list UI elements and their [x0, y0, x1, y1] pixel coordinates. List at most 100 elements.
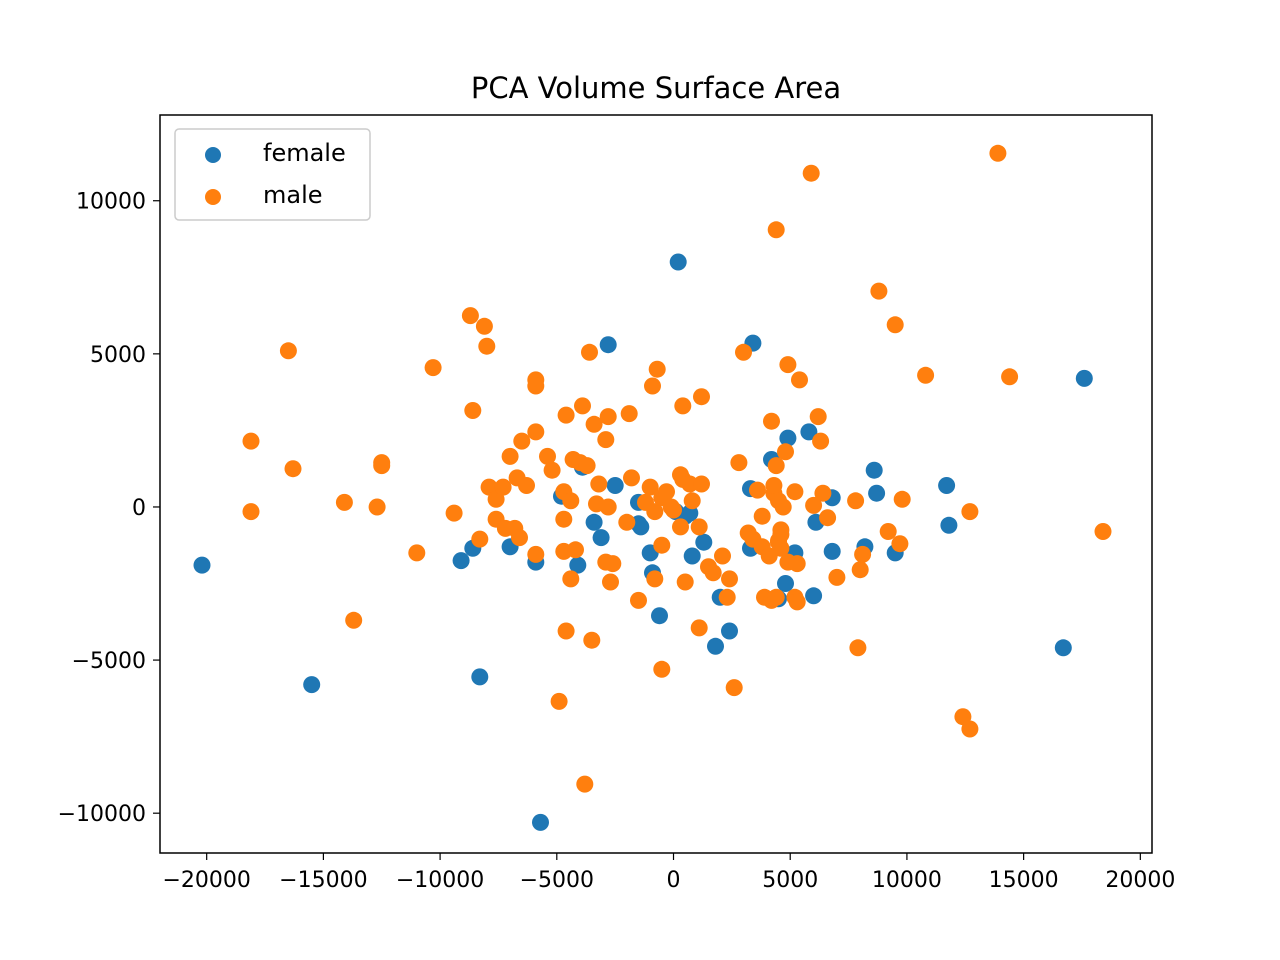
point-male-11: [445, 504, 463, 522]
point-female-29: [721, 622, 738, 640]
point-male-87: [704, 564, 722, 582]
point-female-44: [865, 461, 883, 479]
point-male-124: [805, 496, 823, 514]
point-male-72: [658, 483, 675, 501]
point-male-49: [583, 631, 601, 649]
point-female-49: [1054, 639, 1072, 657]
point-male-26: [513, 432, 531, 450]
point-male-129: [828, 568, 846, 586]
point-male-16: [478, 337, 496, 355]
point-male-37: [555, 510, 573, 528]
point-male-113: [772, 539, 790, 557]
point-male-101: [763, 412, 780, 430]
point-male-53: [597, 431, 615, 449]
point-male-71: [653, 536, 671, 554]
point-male-127: [814, 484, 832, 502]
point-male-106: [767, 588, 785, 606]
point-male-31: [527, 545, 545, 563]
point-female-12: [592, 529, 610, 547]
point-male-60: [620, 405, 638, 423]
point-female-11: [585, 513, 603, 531]
point-female-25: [683, 547, 701, 565]
point-male-144: [1001, 368, 1019, 386]
legend: female male: [174, 128, 371, 221]
point-male-46: [576, 775, 594, 793]
point-female-9: [569, 556, 587, 574]
point-male-112: [772, 526, 790, 543]
point-male-20: [494, 478, 512, 496]
point-female-47: [938, 477, 956, 494]
point-male-52: [590, 475, 608, 493]
point-male-136: [886, 316, 904, 334]
point-male-128: [819, 509, 837, 527]
y-tick-label: 5000: [90, 343, 146, 368]
x-tick-label: 10000: [872, 868, 942, 893]
point-male-39: [557, 622, 575, 640]
y-tick-label: 0: [132, 496, 146, 521]
point-male-25: [511, 529, 528, 547]
point-male-134: [870, 282, 888, 300]
point-male-138: [893, 490, 911, 508]
point-female-42: [823, 542, 841, 560]
point-male-104: [765, 477, 783, 494]
legend-box: [174, 128, 371, 221]
chart-title: PCA Volume Surface Area: [471, 71, 841, 105]
points-layer: [193, 144, 1112, 831]
point-male-69: [653, 660, 671, 678]
point-male-62: [630, 591, 647, 609]
x-tick-label: 5000: [762, 868, 818, 893]
point-male-92: [730, 454, 748, 472]
point-male-82: [690, 619, 708, 637]
plot-frame: [159, 114, 1153, 854]
point-female-45: [868, 484, 886, 502]
point-male-4: [335, 493, 353, 511]
point-female-39: [805, 587, 823, 605]
point-male-8: [373, 457, 391, 475]
point-male-76: [672, 518, 689, 536]
point-male-97: [753, 507, 771, 525]
point-female-7: [532, 813, 549, 831]
point-male-9: [408, 544, 426, 562]
point-female-48: [940, 516, 958, 534]
point-female-35: [777, 575, 794, 592]
point-female-17: [632, 518, 650, 536]
point-female-38: [800, 423, 818, 441]
legend-label-male: male: [263, 181, 323, 209]
point-male-50: [585, 415, 603, 433]
point-male-1: [242, 503, 260, 521]
x-tick-label: 15000: [989, 868, 1059, 893]
point-female-36: [779, 429, 797, 447]
legend-label-female: female: [263, 139, 346, 167]
point-male-13: [464, 402, 482, 419]
point-male-59: [618, 513, 636, 531]
point-male-133: [854, 545, 872, 563]
point-male-88: [714, 547, 731, 565]
point-female-22: [669, 253, 687, 271]
point-male-61: [623, 469, 640, 487]
point-male-28: [527, 423, 545, 441]
point-male-141: [961, 720, 979, 738]
point-male-45: [574, 397, 591, 415]
y-tick-label: 10000: [76, 190, 146, 215]
point-male-123: [802, 164, 820, 182]
point-male-74: [665, 501, 682, 519]
point-male-65: [644, 377, 661, 395]
point-male-80: [681, 475, 699, 493]
point-male-38: [557, 406, 575, 424]
point-male-3: [284, 460, 302, 478]
point-male-2: [279, 342, 297, 360]
point-male-137: [891, 535, 909, 553]
point-male-79: [676, 573, 694, 591]
point-male-27: [518, 477, 535, 494]
point-male-14: [471, 530, 489, 548]
y-axis: −10000 −5000 0 5000 10000: [58, 190, 160, 827]
point-male-135: [879, 523, 897, 540]
point-male-93: [735, 343, 752, 361]
point-male-33: [543, 461, 561, 479]
point-male-66: [646, 503, 664, 521]
y-tick-label: −10000: [58, 802, 146, 827]
point-male-145: [1094, 523, 1112, 540]
point-male-41: [562, 570, 580, 588]
point-male-12: [461, 307, 479, 325]
